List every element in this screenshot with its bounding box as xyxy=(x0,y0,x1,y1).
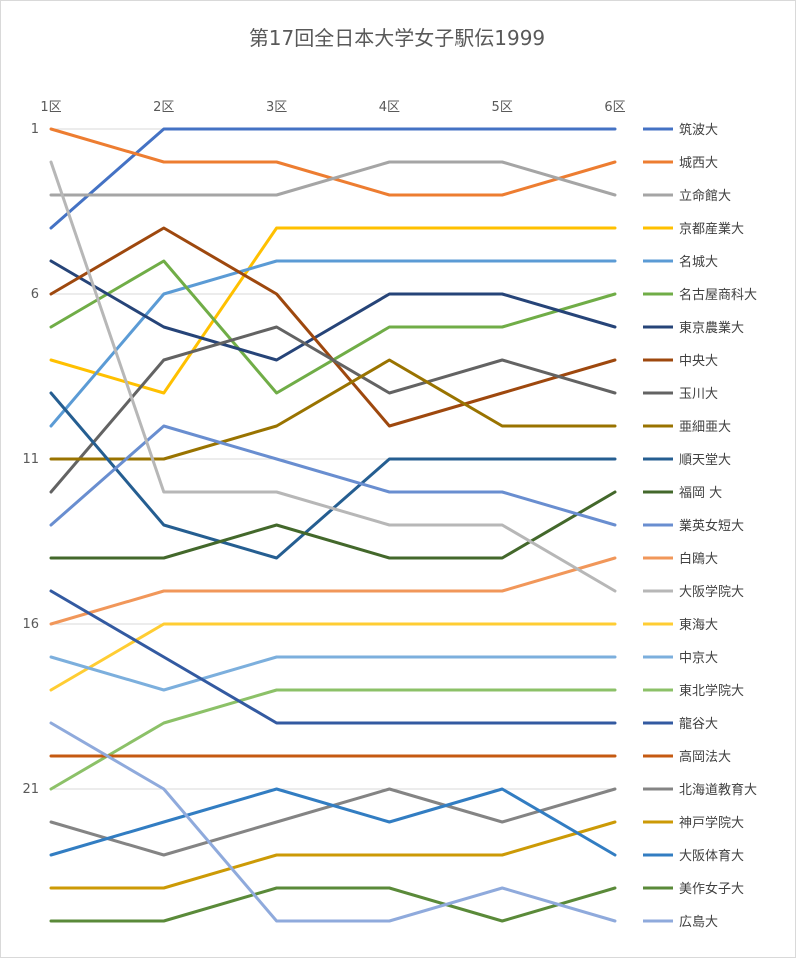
legend-label: 北海道教育大 xyxy=(679,782,757,798)
legend-label: 大阪学院大 xyxy=(679,584,744,600)
legend-label: 神戸学院大 xyxy=(679,815,744,831)
y-tick-label: 1 xyxy=(31,122,39,137)
legend-label: 城西大 xyxy=(679,156,718,171)
legend-label: 名古屋商科大 xyxy=(679,287,757,303)
x-tick-label: 4区 xyxy=(379,100,400,115)
series-line-24 xyxy=(49,886,617,923)
series-line-9 xyxy=(49,325,617,494)
y-tick-label: 16 xyxy=(22,617,39,632)
series-line-12 xyxy=(49,490,617,560)
x-axis-ticks: 1区 2区 3区 4区 5区 6区 xyxy=(40,100,625,115)
legend-label: 福岡 大 xyxy=(679,486,722,501)
series-line-2 xyxy=(49,127,617,197)
legend-label: 業英女短大 xyxy=(679,518,744,534)
series-line-16 xyxy=(49,622,617,692)
x-tick-label: 3区 xyxy=(266,100,287,115)
y-tick-label: 11 xyxy=(22,452,39,467)
legend-label: 東北学院大 xyxy=(679,683,744,699)
series-line-4 xyxy=(49,226,617,395)
series-line-5 xyxy=(49,259,617,428)
x-tick-label: 5区 xyxy=(492,100,513,115)
legend-label: 亜細亜大 xyxy=(679,420,731,435)
x-tick-label: 2区 xyxy=(153,100,174,115)
legend-label: 中央大 xyxy=(679,354,718,369)
legend-label: 広島大 xyxy=(679,915,718,930)
legend: 筑波大城西大立命館大京都産業大名城大名古屋商科大東京農業大中央大玉川大亜細亜大順… xyxy=(643,122,757,930)
series-line-19 xyxy=(49,589,617,725)
series-line-7 xyxy=(49,259,617,362)
series-line-25 xyxy=(49,721,617,923)
legend-label: 大阪体育大 xyxy=(679,848,744,864)
series-lines xyxy=(49,127,617,923)
y-tick-label: 6 xyxy=(31,287,39,302)
legend-label: 立命館大 xyxy=(679,188,731,204)
legend-label: 順天堂大 xyxy=(679,453,731,468)
legend-label: 龍谷大 xyxy=(679,716,718,732)
series-line-13 xyxy=(49,424,617,527)
legend-label: 京都産業大 xyxy=(679,221,744,237)
series-line-3 xyxy=(49,160,617,197)
series-line-18 xyxy=(49,688,617,791)
series-line-22 xyxy=(49,820,617,890)
legend-label: 白鴎大 xyxy=(679,551,718,567)
series-line-17 xyxy=(49,655,617,692)
series-line-15 xyxy=(49,160,617,593)
legend-label: 美作女子大 xyxy=(679,881,744,897)
series-line-10 xyxy=(49,358,617,461)
legend-label: 中京大 xyxy=(679,651,718,666)
legend-label: 東海大 xyxy=(679,617,718,633)
legend-label: 玉川大 xyxy=(679,387,718,402)
legend-label: 名城大 xyxy=(679,254,718,270)
series-line-14 xyxy=(49,556,617,626)
series-line-21 xyxy=(49,787,617,857)
legend-label: 東京農業大 xyxy=(679,320,744,336)
series-line-23 xyxy=(49,787,617,857)
legend-label: 高岡法大 xyxy=(679,749,731,765)
chart-title: 第17回全日本大学女子駅伝1999 xyxy=(249,26,545,50)
legend-label: 筑波大 xyxy=(679,122,718,138)
x-tick-label: 6区 xyxy=(604,100,625,115)
y-tick-label: 21 xyxy=(22,782,39,797)
x-tick-label: 1区 xyxy=(40,100,61,115)
series-line-1 xyxy=(49,127,617,230)
